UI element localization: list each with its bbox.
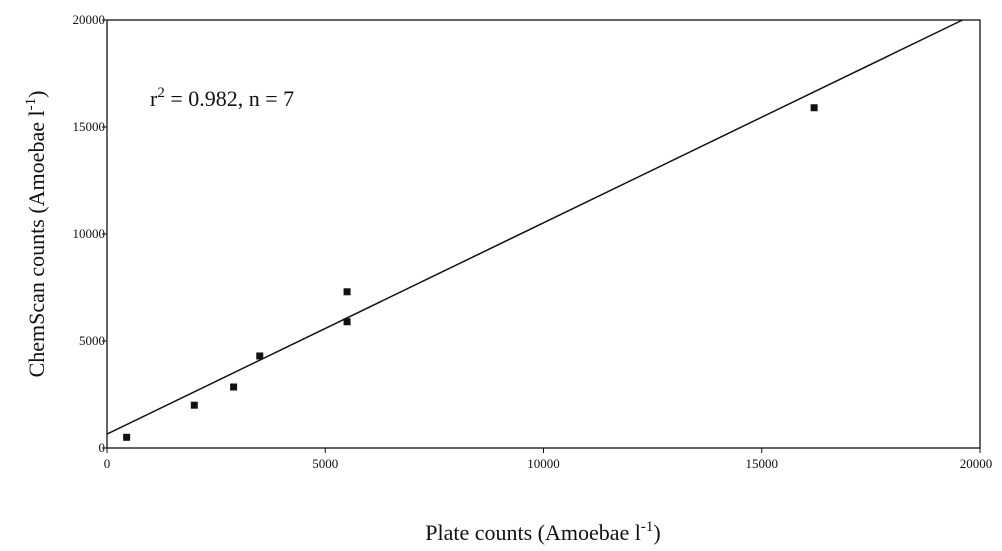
x-tick-label: 0 [104,456,111,471]
y-axis-label: ChemScan counts (Amoebae l-1) [23,91,49,378]
y-axis-ticks: 0 5000 10000 15000 20000 [73,12,107,455]
y-tick-label: 15000 [73,119,106,134]
regression-line [106,19,963,435]
y-tick-label: 5000 [79,333,105,348]
data-point [343,318,351,326]
plot-frame [106,19,981,449]
y-tick-label: 0 [99,440,106,455]
y-tick-label: 10000 [73,226,106,241]
x-tick-label: 5000 [312,456,338,471]
x-axis-ticks: 0 5000 10000 15000 20000 [104,448,993,471]
x-tick-label: 20000 [960,456,993,471]
data-point [230,383,238,391]
data-point [343,288,351,296]
data-point [810,104,818,112]
data-points [123,104,818,441]
x-axis-label: Plate counts (Amoebae l-1) [425,519,661,545]
x-tick-label: 15000 [746,456,779,471]
y-tick-label: 20000 [73,12,106,27]
data-point [256,352,264,360]
r-squared-annotation: r2 = 0.982, n = 7 [150,85,294,111]
data-point [123,433,131,441]
data-point [190,401,198,409]
x-tick-label: 10000 [527,456,560,471]
